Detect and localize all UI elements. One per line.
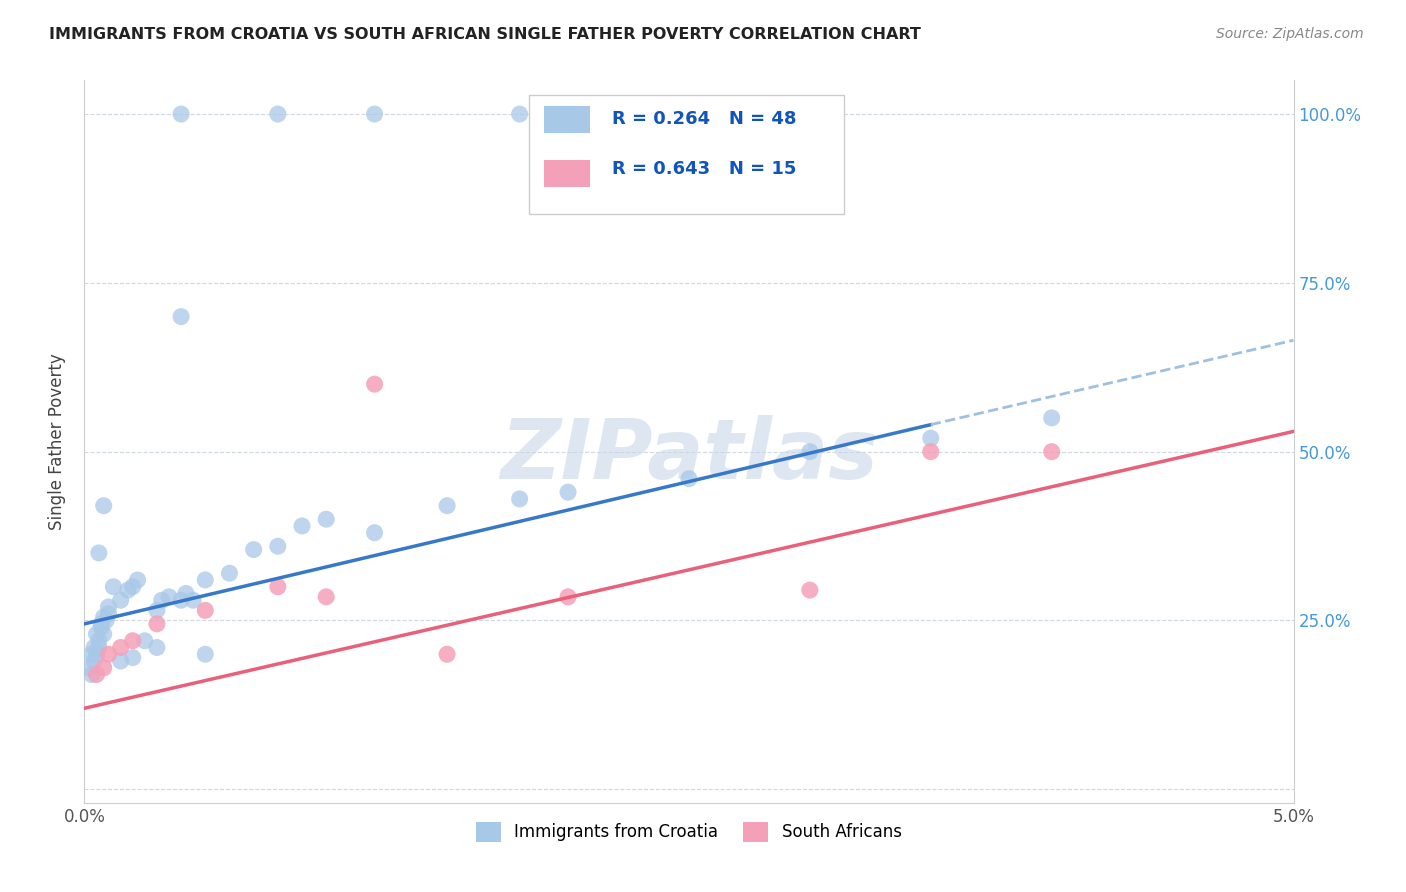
Text: R = 0.643   N = 15: R = 0.643 N = 15 (612, 161, 796, 178)
Legend: Immigrants from Croatia, South Africans: Immigrants from Croatia, South Africans (470, 815, 908, 848)
Text: IMMIGRANTS FROM CROATIA VS SOUTH AFRICAN SINGLE FATHER POVERTY CORRELATION CHART: IMMIGRANTS FROM CROATIA VS SOUTH AFRICAN… (49, 27, 921, 42)
Point (127, 573, 149, 587)
Point (194, 603, 217, 617)
Point (678, 107, 700, 121)
Point (83, 640, 105, 655)
Point (170, 593, 193, 607)
Point (436, 647, 458, 661)
Point (90, 616, 112, 631)
Point (86, 627, 108, 641)
Point (920, 431, 942, 445)
Point (117, 583, 139, 598)
Point (97, 599, 120, 614)
Point (87, 546, 110, 560)
Point (80, 647, 103, 661)
Point (86, 647, 108, 661)
Point (93, 661, 115, 675)
Point (291, 519, 314, 533)
Point (436, 499, 458, 513)
Point (121, 633, 143, 648)
Point (799, 583, 821, 598)
Text: Source: ZipAtlas.com: Source: ZipAtlas.com (1216, 27, 1364, 41)
Point (267, 107, 290, 121)
Point (1040, 411, 1063, 425)
Y-axis label: Single Father Poverty: Single Father Poverty (48, 353, 66, 530)
Point (93, 627, 115, 641)
Point (170, 310, 193, 324)
Point (194, 573, 217, 587)
Point (315, 590, 337, 604)
Point (94, 614, 117, 628)
Point (557, 485, 579, 500)
Point (267, 539, 290, 553)
Point (93, 610, 115, 624)
Point (920, 444, 942, 458)
Point (678, 472, 700, 486)
Point (194, 647, 217, 661)
Point (509, 491, 531, 506)
Point (90, 620, 112, 634)
FancyBboxPatch shape (529, 95, 844, 214)
Point (146, 640, 169, 655)
Point (157, 590, 180, 604)
Point (80, 667, 103, 681)
Point (86, 667, 108, 681)
Point (110, 640, 132, 655)
Point (93, 499, 115, 513)
Point (363, 377, 385, 392)
Point (799, 444, 821, 458)
Point (181, 593, 204, 607)
Point (103, 580, 125, 594)
Point (1040, 444, 1063, 458)
Point (97, 607, 120, 621)
Point (242, 542, 264, 557)
Bar (544, 105, 589, 133)
Point (363, 107, 385, 121)
Point (121, 650, 143, 665)
Point (110, 654, 132, 668)
Point (87, 633, 110, 648)
Point (557, 590, 579, 604)
Point (509, 107, 531, 121)
Point (146, 616, 169, 631)
Point (121, 580, 143, 594)
Point (170, 107, 193, 121)
Point (363, 525, 385, 540)
Point (174, 586, 197, 600)
Point (315, 512, 337, 526)
Text: R = 0.264   N = 48: R = 0.264 N = 48 (612, 110, 796, 128)
Point (134, 633, 156, 648)
Bar (544, 160, 589, 187)
Point (97, 647, 120, 661)
Point (218, 566, 240, 581)
Point (77, 661, 100, 675)
Point (150, 593, 173, 607)
Point (146, 603, 169, 617)
Point (110, 593, 132, 607)
Point (87, 640, 110, 655)
Point (83, 654, 105, 668)
Point (267, 580, 290, 594)
Text: ZIPatlas: ZIPatlas (501, 416, 877, 497)
